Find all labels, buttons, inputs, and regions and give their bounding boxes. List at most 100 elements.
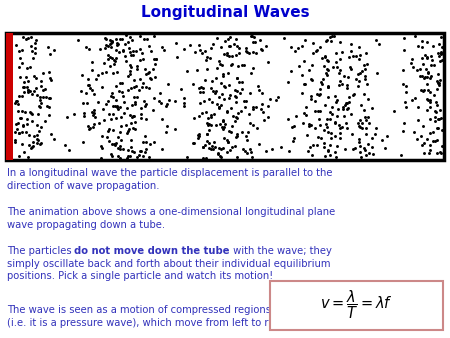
Point — [355, 123, 362, 128]
Point — [25, 87, 32, 93]
Point — [85, 123, 92, 128]
Point — [126, 45, 133, 51]
Point — [26, 132, 33, 138]
Point — [50, 48, 57, 53]
Point — [233, 100, 240, 105]
Point — [249, 154, 256, 159]
Point — [118, 81, 126, 86]
Point — [400, 67, 407, 73]
Point — [360, 146, 368, 151]
Text: The wave is seen as a motion of compressed regions
(i.e. it is a pressure wave),: The wave is seen as a motion of compress… — [7, 305, 291, 328]
Point — [89, 88, 96, 93]
Point — [32, 38, 40, 43]
Point — [186, 42, 194, 47]
Point — [199, 89, 206, 95]
Point — [433, 79, 441, 84]
Point — [115, 88, 122, 94]
Point — [138, 50, 145, 55]
Point — [108, 44, 115, 49]
Point — [232, 94, 239, 99]
Point — [32, 45, 39, 50]
Point — [306, 67, 313, 72]
Point — [227, 129, 234, 134]
Point — [27, 43, 35, 49]
Point — [431, 138, 438, 143]
Point — [218, 102, 225, 108]
Point — [204, 66, 211, 71]
Point — [428, 54, 435, 59]
Point — [204, 120, 211, 126]
Point — [37, 124, 45, 130]
Point — [302, 112, 309, 117]
Point — [325, 67, 332, 72]
Point — [274, 94, 282, 99]
Point — [365, 115, 372, 120]
Point — [131, 113, 138, 118]
Point — [199, 51, 206, 56]
Point — [146, 142, 153, 147]
Point — [234, 75, 241, 81]
Point — [36, 104, 44, 109]
Point — [361, 115, 369, 120]
Point — [220, 125, 227, 130]
Point — [136, 76, 143, 82]
Point — [316, 109, 324, 114]
Point — [140, 153, 147, 159]
Point — [343, 82, 350, 88]
Point — [335, 82, 342, 87]
Point — [130, 113, 137, 119]
Point — [139, 80, 146, 86]
Point — [108, 142, 116, 147]
Point — [244, 129, 251, 135]
Point — [107, 38, 114, 43]
Point — [226, 92, 233, 97]
Point — [423, 136, 431, 141]
Point — [351, 91, 358, 96]
Point — [15, 93, 22, 99]
Point — [150, 96, 158, 101]
Point — [307, 76, 315, 81]
Point — [103, 134, 110, 139]
Point — [235, 80, 242, 85]
Point — [194, 68, 201, 73]
Point — [32, 50, 39, 56]
Point — [331, 121, 338, 126]
Point — [355, 56, 362, 61]
Point — [423, 107, 431, 113]
Point — [303, 132, 310, 138]
Point — [436, 58, 443, 64]
Point — [136, 58, 144, 63]
Point — [22, 129, 29, 135]
Point — [418, 87, 425, 93]
Point — [242, 98, 249, 103]
Point — [119, 36, 126, 42]
Point — [225, 139, 232, 144]
Point — [217, 153, 224, 159]
Point — [40, 88, 47, 93]
Point — [120, 48, 127, 54]
Point — [317, 136, 324, 141]
Point — [218, 62, 225, 68]
Point — [35, 111, 42, 117]
Point — [228, 61, 235, 67]
Point — [349, 92, 356, 98]
Point — [28, 91, 35, 97]
Point — [426, 97, 433, 103]
Point — [209, 143, 216, 149]
Point — [151, 74, 158, 79]
Point — [323, 70, 330, 75]
Point — [424, 81, 431, 87]
Point — [373, 125, 380, 131]
Point — [130, 77, 138, 83]
Point — [364, 141, 371, 146]
Point — [199, 144, 207, 150]
Point — [337, 125, 344, 130]
Point — [108, 41, 115, 46]
Point — [131, 120, 139, 125]
Point — [230, 42, 237, 47]
Point — [11, 140, 18, 145]
Point — [333, 114, 340, 119]
Point — [114, 107, 122, 112]
Point — [299, 121, 306, 126]
Point — [333, 154, 340, 160]
